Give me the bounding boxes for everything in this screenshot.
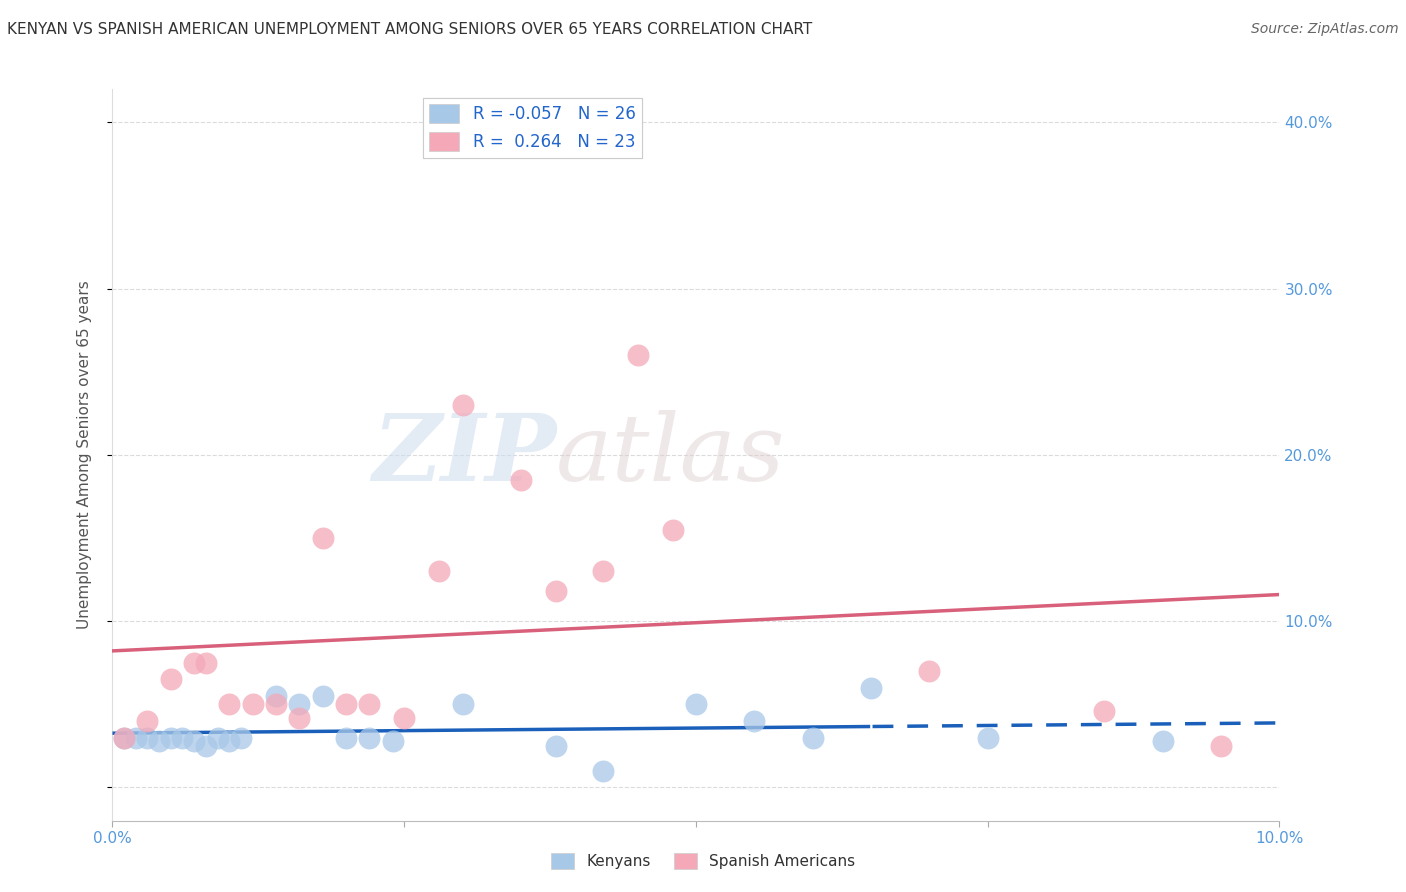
Point: [183, 656, 205, 670]
Point: [264, 689, 287, 703]
Point: [801, 731, 824, 745]
Point: [194, 656, 217, 670]
Point: [335, 698, 357, 712]
Point: [626, 348, 648, 362]
Point: [311, 531, 333, 545]
Text: KENYAN VS SPANISH AMERICAN UNEMPLOYMENT AMONG SENIORS OVER 65 YEARS CORRELATION : KENYAN VS SPANISH AMERICAN UNEMPLOYMENT …: [7, 22, 813, 37]
Point: [172, 731, 194, 745]
Point: [359, 731, 381, 745]
Point: [264, 698, 287, 712]
Point: [311, 689, 333, 703]
Y-axis label: Unemployment Among Seniors over 65 years: Unemployment Among Seniors over 65 years: [77, 281, 91, 629]
Point: [451, 698, 474, 712]
Point: [207, 731, 229, 745]
Point: [218, 698, 240, 712]
Point: [359, 698, 381, 712]
Legend: Kenyans, Spanish Americans: Kenyans, Spanish Americans: [546, 847, 860, 875]
Point: [392, 710, 416, 724]
Point: [592, 564, 614, 578]
Text: Source: ZipAtlas.com: Source: ZipAtlas.com: [1251, 22, 1399, 37]
Point: [544, 584, 567, 599]
Point: [160, 731, 183, 745]
Point: [661, 523, 683, 537]
Point: [218, 734, 240, 748]
Point: [1152, 734, 1174, 748]
Point: [976, 731, 998, 745]
Point: [183, 734, 205, 748]
Point: [112, 731, 135, 745]
Point: [136, 714, 159, 728]
Point: [509, 473, 531, 487]
Point: [160, 673, 183, 687]
Point: [288, 710, 311, 724]
Point: [229, 731, 252, 745]
Point: [592, 764, 614, 778]
Point: [544, 739, 567, 753]
Text: atlas: atlas: [555, 410, 786, 500]
Point: [451, 398, 474, 412]
Point: [1092, 704, 1115, 718]
Point: [685, 698, 707, 712]
Point: [112, 731, 135, 745]
Point: [242, 698, 264, 712]
Point: [427, 564, 450, 578]
Legend: R = -0.057   N = 26, R =  0.264   N = 23: R = -0.057 N = 26, R = 0.264 N = 23: [423, 97, 643, 158]
Point: [148, 734, 170, 748]
Point: [1209, 739, 1232, 753]
Point: [288, 698, 311, 712]
Point: [335, 731, 357, 745]
Point: [918, 664, 941, 678]
Point: [125, 731, 148, 745]
Text: ZIP: ZIP: [371, 410, 555, 500]
Point: [859, 681, 883, 695]
Point: [742, 714, 765, 728]
Point: [136, 731, 159, 745]
Point: [381, 734, 404, 748]
Point: [194, 739, 217, 753]
